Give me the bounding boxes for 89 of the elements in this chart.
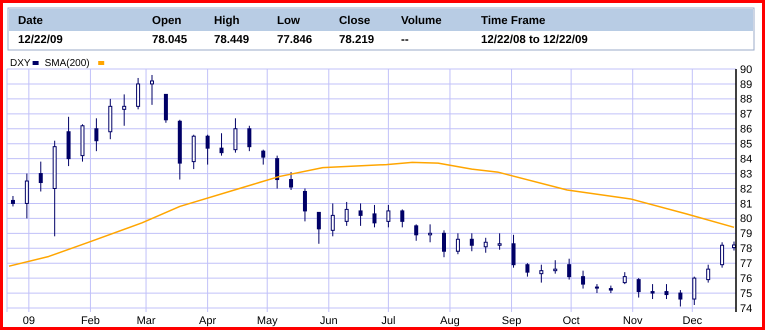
- y-tick-label: 88: [740, 94, 752, 106]
- x-tick-label: 09: [22, 315, 35, 327]
- candlestick: [456, 232, 460, 255]
- candlestick: [428, 224, 432, 243]
- candlestick: [678, 290, 682, 308]
- candlestick: [664, 284, 668, 300]
- text: 78.449: [214, 34, 250, 46]
- y-tick-label: 83: [740, 168, 752, 180]
- text: Open: [152, 15, 182, 27]
- y-tick-label: 76: [740, 272, 752, 285]
- candlestick: [10, 195, 15, 207]
- x-tick-label: May: [256, 315, 278, 327]
- y-tick-label: 87: [740, 108, 752, 121]
- x-tick-label: Dec: [682, 315, 703, 327]
- candlestick: [400, 208, 404, 228]
- x-tick-label: Oct: [562, 315, 580, 327]
- x-tick-label: Sep: [502, 315, 522, 327]
- y-tick-label: 79: [740, 228, 752, 240]
- x-tick-label: Jul: [381, 315, 396, 327]
- y-tick-label: 90: [740, 64, 752, 76]
- text: --: [401, 34, 409, 46]
- candlestick: [302, 188, 307, 222]
- y-tick-label: 89: [740, 78, 752, 91]
- candlestick: [206, 134, 210, 166]
- candlestick: [692, 276, 696, 306]
- candlestick: [636, 278, 641, 298]
- x-tick-label: Apr: [199, 315, 217, 327]
- text: 12/22/09: [18, 34, 63, 46]
- candlestick: [567, 258, 572, 280]
- text: 12/22/08 to 12/22/09: [481, 34, 588, 46]
- candlestick: [414, 224, 418, 242]
- legend-label: SMA(200): [44, 58, 90, 69]
- candlestick: [233, 118, 238, 154]
- candlestick: [24, 173, 29, 219]
- y-tick-label: 85: [740, 138, 752, 151]
- y-tick-label: 78: [740, 243, 752, 256]
- candlestick: [372, 204, 376, 228]
- candlestick: [136, 77, 140, 110]
- candlestick: [442, 230, 446, 258]
- candlestick: [706, 264, 710, 284]
- candlestick: [247, 125, 252, 152]
- candlestick: [330, 202, 335, 237]
- candlestick: [498, 232, 502, 250]
- candlestick: [622, 272, 627, 285]
- candlestick: [553, 260, 558, 274]
- candlestick: [650, 284, 655, 300]
- candlestick: [386, 204, 390, 228]
- x-tick-label: Aug: [440, 315, 460, 327]
- text: Low: [277, 15, 300, 27]
- text: 78.045: [152, 34, 188, 46]
- candlestick: [316, 212, 321, 244]
- y-tick-label: 80: [740, 213, 752, 226]
- y-tick-label: 81: [740, 198, 752, 210]
- candlestick: [484, 237, 488, 254]
- candlestick: [122, 94, 126, 126]
- candlestick: [289, 172, 294, 190]
- text: 78.219: [339, 34, 374, 46]
- candlestick: [220, 132, 224, 156]
- x-tick-label: Feb: [80, 315, 100, 327]
- y-tick-label: 82: [740, 183, 752, 196]
- candlestick: [150, 74, 154, 106]
- legend-label: DXY: [10, 58, 31, 69]
- candlestick: [344, 201, 349, 226]
- candlestick: [275, 155, 280, 189]
- candlestick: [94, 118, 98, 152]
- x-tick-label: Mar: [136, 315, 156, 327]
- candlestick: [732, 241, 736, 252]
- candlestick: [470, 232, 474, 252]
- candlestick: [261, 149, 266, 166]
- text: Volume: [401, 15, 442, 27]
- y-tick-label: 75: [740, 288, 752, 300]
- text: Close: [339, 15, 370, 27]
- text: Date: [18, 15, 43, 27]
- text: 77.846: [277, 34, 312, 46]
- candlestick: [525, 262, 530, 278]
- y-tick-label: 86: [740, 124, 752, 136]
- candlestick: [720, 242, 724, 268]
- candlestick: [581, 270, 586, 290]
- candlestick: [512, 234, 516, 268]
- text: Time Frame: [481, 15, 546, 27]
- y-tick-label: 77: [740, 258, 752, 270]
- text: High: [214, 15, 240, 27]
- y-tick-label: 84: [740, 153, 752, 166]
- x-tick-label: Nov: [622, 315, 643, 327]
- y-tick-label: 74: [740, 302, 752, 315]
- candlestick: [358, 202, 363, 226]
- candlestick: [539, 264, 544, 284]
- x-tick-label: Jun: [320, 315, 338, 327]
- candlestick: [38, 161, 43, 192]
